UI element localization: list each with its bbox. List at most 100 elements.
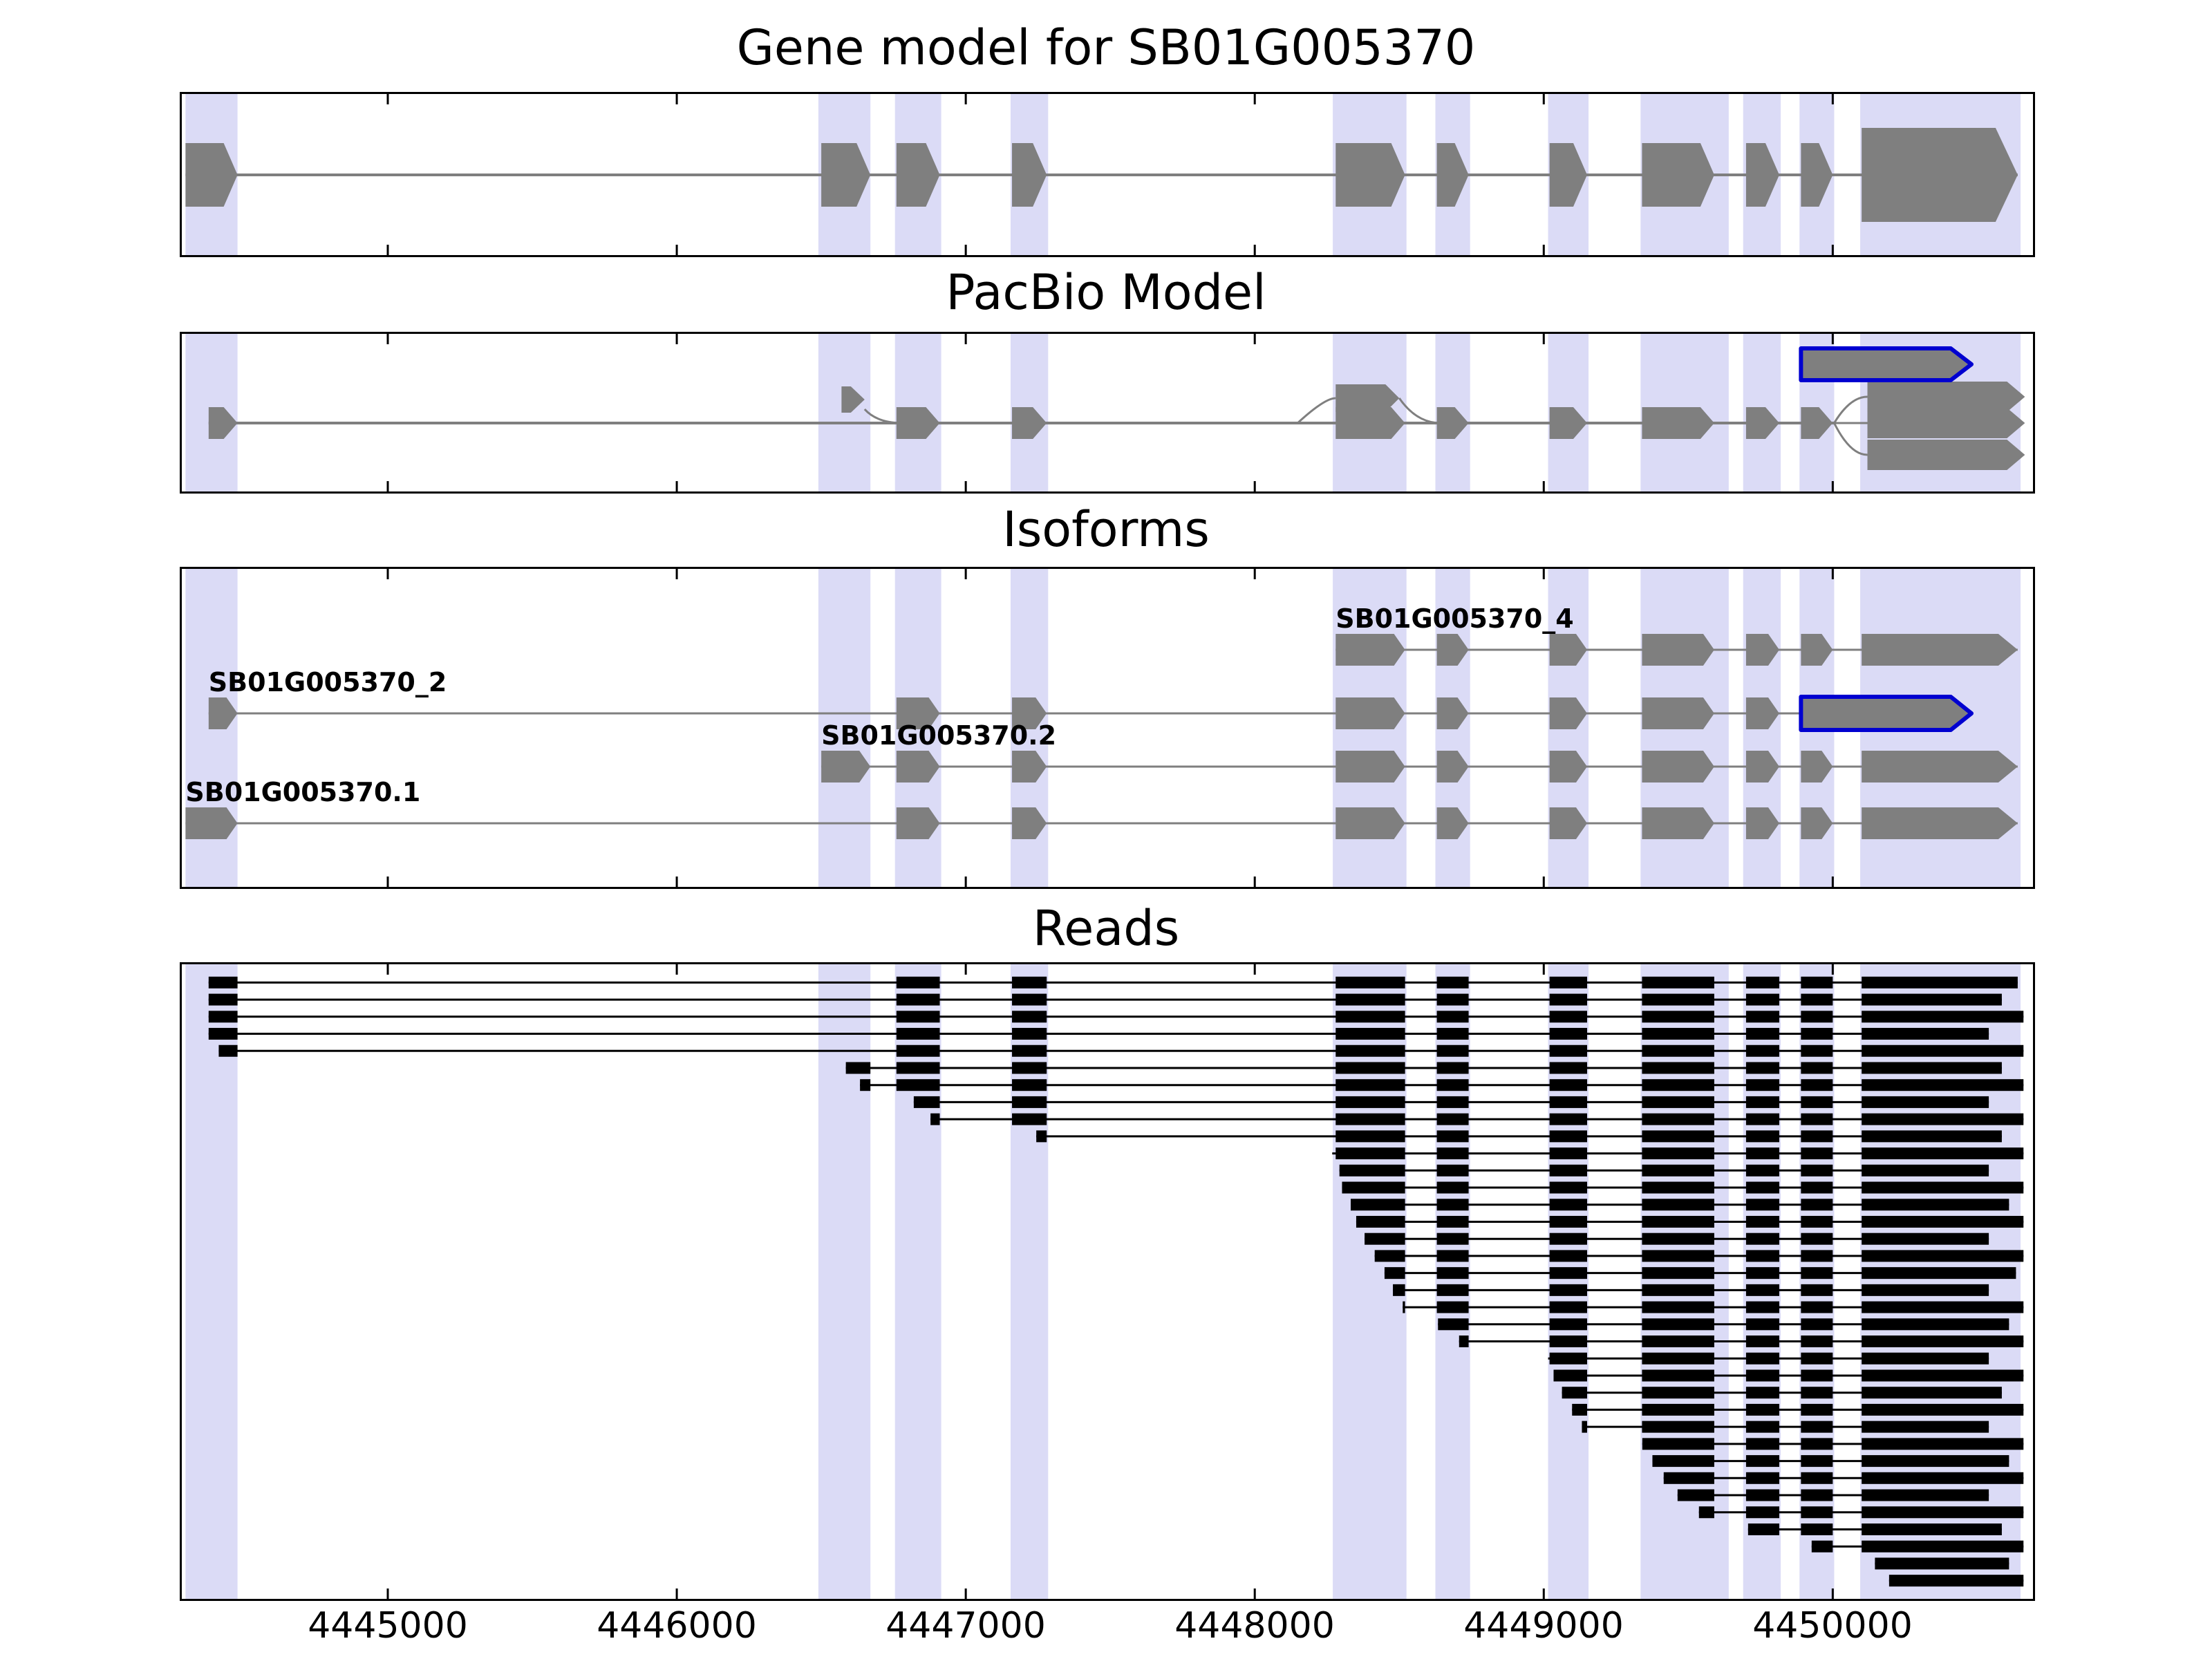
- read-block: [1862, 1352, 1989, 1365]
- read-block: [1862, 1421, 1989, 1433]
- panel-title-pacbio: PacBio Model: [946, 264, 1266, 321]
- read-block: [845, 1062, 871, 1074]
- read-block: [1549, 1164, 1587, 1177]
- read-block: [1745, 1079, 1780, 1091]
- read-block: [1862, 1489, 1989, 1501]
- read-block: [1436, 1250, 1469, 1262]
- read-block: [1862, 1472, 2024, 1484]
- read-block: [1811, 1540, 1833, 1553]
- exon-arrow: [1335, 384, 1400, 412]
- read-block: [1351, 1199, 1405, 1211]
- read-block: [1436, 1147, 1469, 1160]
- read-block: [1862, 1301, 2024, 1313]
- read-block: [1642, 1062, 1714, 1074]
- read-block: [1862, 1147, 2024, 1160]
- read-block: [1862, 1267, 2016, 1280]
- read-block: [1642, 1028, 1714, 1040]
- read-block: [1012, 993, 1047, 1006]
- exon-arrow: [896, 807, 940, 839]
- read-block: [896, 1079, 940, 1091]
- read-block: [1436, 1096, 1469, 1108]
- exon-arrow: [1549, 407, 1587, 439]
- read-block: [1801, 1164, 1833, 1177]
- exon-arrow: [1436, 143, 1469, 207]
- exon-arrow: [185, 143, 238, 207]
- read-block: [1549, 1284, 1587, 1296]
- read-block: [208, 993, 238, 1006]
- read-block: [1745, 1250, 1780, 1262]
- read-block: [1801, 1267, 1833, 1280]
- read-block: [1549, 1044, 1587, 1057]
- read-block: [1436, 993, 1469, 1006]
- read-block: [1801, 1506, 1833, 1519]
- exon-band: [1743, 962, 1781, 1601]
- read-block: [1745, 1421, 1780, 1433]
- exon-band: [1860, 962, 2021, 1601]
- exon-arrow: [1642, 751, 1714, 782]
- read-block: [1549, 1215, 1587, 1228]
- read-block: [1642, 1387, 1714, 1399]
- panel-title-gene-model: Gene model for SB01G005370: [736, 19, 1476, 76]
- read-block: [1335, 1028, 1405, 1040]
- x-axis-tick-label: 4449000: [1463, 1605, 1624, 1647]
- read-block: [1459, 1335, 1469, 1348]
- exon-arrow: [1801, 751, 1833, 782]
- isoform-label: SB01G005370.2: [821, 720, 1056, 751]
- read-block: [1801, 1318, 1833, 1331]
- read-block: [1801, 1028, 1833, 1040]
- panel-title-reads: Reads: [1032, 900, 1180, 957]
- read-block: [1438, 1318, 1469, 1331]
- read-block: [1642, 1335, 1714, 1348]
- exon-arrow: [1801, 407, 1833, 439]
- exon-arrow: [841, 386, 865, 413]
- read-block: [1642, 1301, 1714, 1313]
- read-block: [1801, 1215, 1833, 1228]
- reads-panel: [180, 962, 2035, 1601]
- read-block: [860, 1079, 871, 1091]
- read-block: [1801, 1489, 1833, 1501]
- exon-band: [818, 567, 871, 889]
- read-block: [1436, 1164, 1469, 1177]
- splice-connector: [1297, 397, 1336, 424]
- read-block: [1549, 1301, 1587, 1313]
- read-block: [1553, 1369, 1587, 1382]
- read-block: [1335, 1096, 1405, 1108]
- read-block: [1745, 1352, 1780, 1365]
- read-block: [1436, 1130, 1469, 1143]
- read-block: [1801, 1301, 1833, 1313]
- exon-arrow: [896, 143, 940, 207]
- exon-arrow: [1436, 807, 1469, 839]
- read-block: [1862, 1011, 2024, 1023]
- read-block: [1745, 1267, 1780, 1280]
- exon-arrow: [821, 751, 871, 782]
- exon-band: [1010, 962, 1049, 1601]
- read-block: [1012, 1079, 1047, 1091]
- read-block: [1862, 1250, 2024, 1262]
- read-block: [1642, 1096, 1714, 1108]
- exon-arrow: [1549, 634, 1587, 666]
- exon-arrow: [1862, 634, 2018, 666]
- read-block: [1642, 1164, 1714, 1177]
- read-block: [1862, 1044, 2024, 1057]
- read-block: [1801, 1335, 1833, 1348]
- read-block: [1888, 1575, 2024, 1587]
- read-block: [1862, 1335, 2024, 1348]
- read-block: [1549, 1113, 1587, 1125]
- exon-band: [1548, 962, 1589, 1601]
- read-block: [1801, 1113, 1833, 1125]
- read-block: [1436, 1113, 1469, 1125]
- read-block: [1698, 1506, 1714, 1519]
- read-block: [1012, 1028, 1047, 1040]
- read-block: [896, 1044, 940, 1057]
- read-block: [1862, 1369, 2024, 1382]
- read-block: [896, 1028, 940, 1040]
- read-block: [1562, 1387, 1587, 1399]
- read-block: [1801, 1232, 1833, 1245]
- read-block: [1801, 1284, 1833, 1296]
- read-block: [1745, 1096, 1780, 1108]
- read-block: [1642, 1250, 1714, 1262]
- read-block: [1745, 1011, 1780, 1023]
- read-block: [1436, 1028, 1469, 1040]
- read-block: [1745, 1387, 1780, 1399]
